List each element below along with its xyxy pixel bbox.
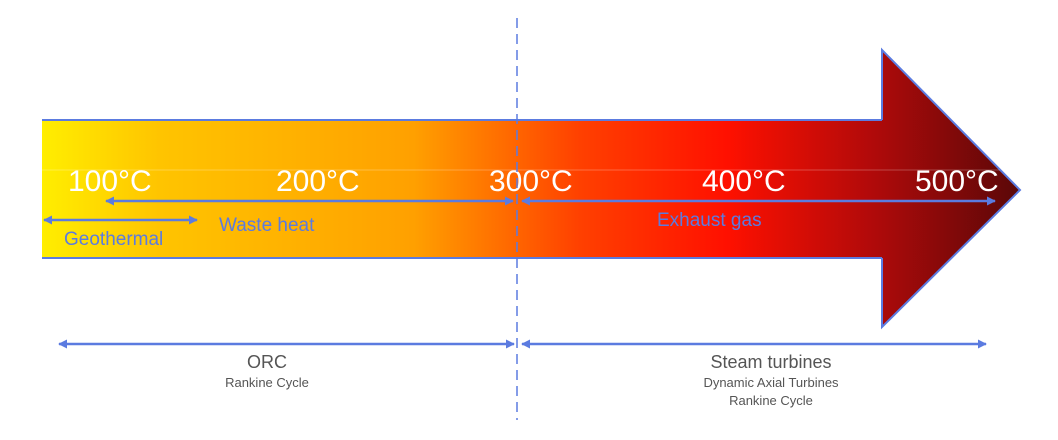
steam-turbines-title: Steam turbines	[710, 352, 831, 372]
geothermal-label: Geothermal	[64, 229, 163, 250]
waste-heat-label: Waste heat	[219, 215, 315, 236]
temp-label-400: 400°C	[702, 165, 786, 198]
temp-label-500: 500°C	[915, 165, 999, 198]
exhaust-gas-label: Exhaust gas	[657, 210, 762, 231]
steam-turbines-subtitle-2: Rankine Cycle	[729, 393, 813, 408]
orc-title: ORC	[247, 352, 287, 372]
steam-turbines-subtitle-1: Dynamic Axial Turbines	[703, 375, 839, 390]
temp-label-100: 100°C	[68, 165, 152, 198]
temp-label-200: 200°C	[276, 165, 360, 198]
orc-subtitle: Rankine Cycle	[225, 375, 309, 390]
temp-label-300: 300°C	[489, 165, 573, 198]
arrow-head-outline	[881, 47, 1022, 330]
